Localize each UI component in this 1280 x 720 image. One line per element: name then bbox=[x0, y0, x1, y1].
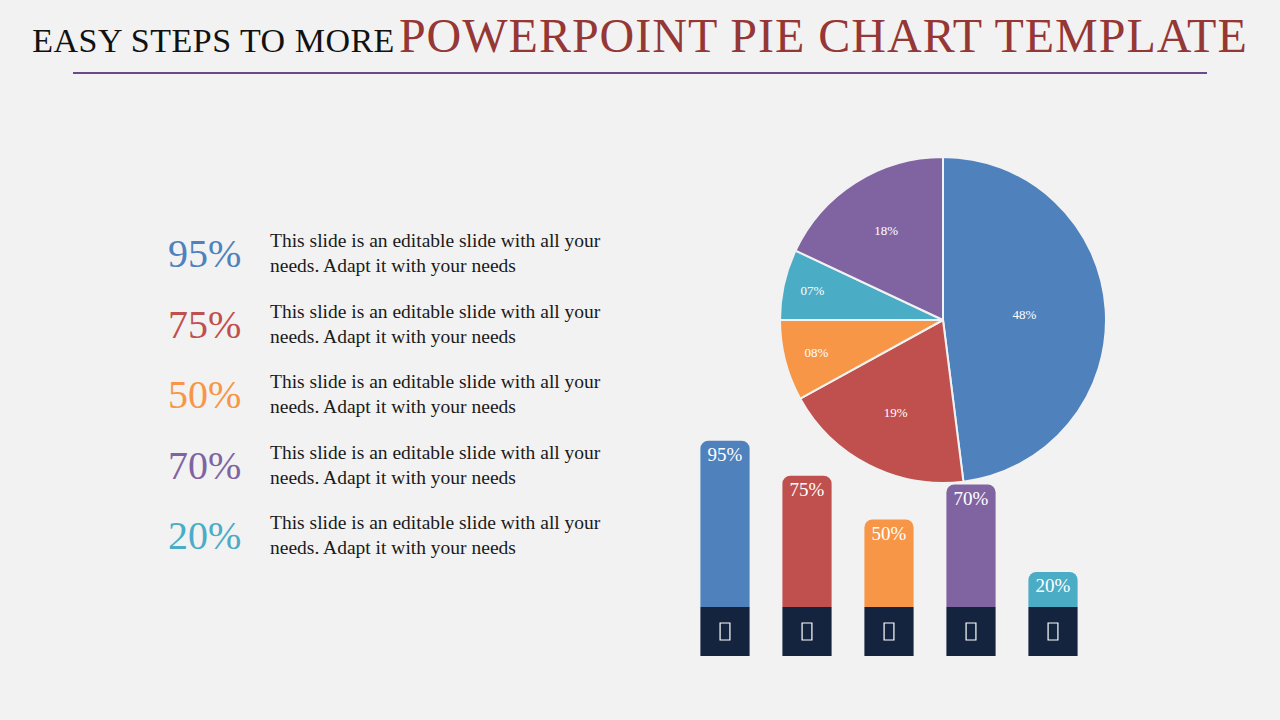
html-text:95%: 95% bbox=[168, 231, 242, 276]
html-text:This slide is an editable slid: This slide is an editable slide with all… bbox=[270, 230, 601, 276]
svg-text:48%: 48% bbox=[1012, 307, 1036, 322]
svg-text:75%: 75% bbox=[790, 479, 825, 500]
svg-text:07%: 07% bbox=[800, 283, 824, 298]
html-text:This slide is an editable slid: This slide is an editable slide with all… bbox=[270, 300, 601, 347]
svg-text:19%: 19% bbox=[884, 405, 908, 420]
html-text:This slide is an editable slid: This slide is an editable slide with all… bbox=[270, 371, 601, 417]
html-text:20%: 20% bbox=[168, 513, 242, 558]
html-text:This slide is an editable slid: This slide is an editable slide with all… bbox=[270, 441, 601, 488]
svg-text:20%: 20% bbox=[1036, 575, 1071, 596]
svg-text:95%: 95% bbox=[708, 444, 743, 465]
html-text:EASY STEPS TO MOREPOWERPOINT P: EASY STEPS TO MOREPOWERPOINT PIE CHART T… bbox=[32, 9, 1248, 62]
html-text:70%: 70% bbox=[168, 442, 242, 488]
html-text:This slide is an editable slid: This slide is an editable slide with all… bbox=[270, 512, 601, 558]
svg-text:08%: 08% bbox=[805, 345, 829, 360]
svg-text:18%: 18% bbox=[874, 223, 898, 238]
html-text:75%: 75% bbox=[168, 301, 242, 347]
svg-text:70%: 70% bbox=[954, 488, 989, 509]
html-text:50%: 50% bbox=[168, 372, 242, 417]
svg-text:50%: 50% bbox=[872, 523, 907, 544]
